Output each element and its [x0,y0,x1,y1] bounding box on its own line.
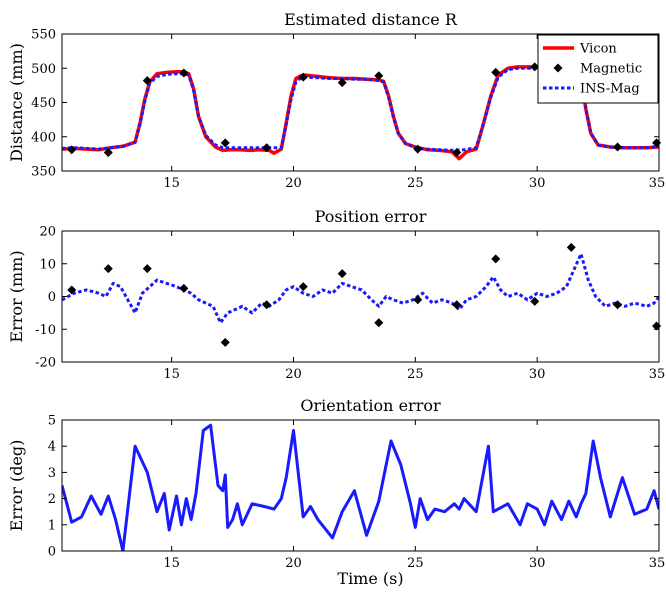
y-tick-label-1-2: 0 [48,290,56,305]
data-marker-0-6 [298,72,308,82]
data-marker-0-14 [613,142,623,152]
data-marker-0-8 [374,71,384,81]
x-tick-label-2-0: 15 [163,556,180,571]
data-marker-0-10 [452,148,462,158]
x-tick-label-1-3: 30 [529,367,546,382]
x-tick-label-1-1: 20 [285,367,302,382]
data-marker-0-11 [491,67,501,77]
plot-frame-2 [61,419,660,552]
data-marker-1-10 [452,300,462,310]
x-tick-label-2-4: 35 [649,556,666,571]
y-tick-label-0-1: 400 [31,130,56,145]
y-tick-label-1-3: 10 [39,257,56,272]
data-marker-1-3 [179,283,189,293]
y-tick-label-2-5: 5 [48,414,56,429]
data-marker-1-1 [103,264,113,274]
y-tick-label-2-2: 2 [48,492,56,507]
data-marker-1-13 [566,242,576,252]
x-tick-label-0-2: 25 [407,176,424,191]
series-line-1-0 [62,252,659,325]
panel-title-0: Estimated distance R [284,10,458,29]
panel-title-1: Position error [315,207,427,226]
data-marker-1-8 [374,318,384,328]
y-tick-label-0-0: 350 [31,165,56,180]
data-marker-1-9 [413,295,423,305]
x-tick-label-0-4: 35 [649,176,666,191]
x-axis-label-2: Time (s) [337,569,403,588]
data-marker-1-4 [220,337,230,347]
data-marker-1-5 [262,300,272,310]
y-tick-label-2-0: 0 [48,545,56,560]
y-tick-label-1-0: -20 [35,356,56,371]
data-marker-1-7 [337,269,347,279]
x-tick-label-1-2: 25 [407,367,424,382]
y-tick-label-2-1: 1 [48,518,56,533]
x-tick-label-1-0: 15 [163,367,180,382]
x-tick-label-1-4: 35 [649,367,666,382]
data-marker-1-12 [530,296,540,306]
y-tick-label-1-4: 20 [39,225,56,240]
data-marker-0-2 [142,76,152,86]
data-marker-0-9 [413,144,423,154]
data-marker-0-0 [67,145,77,155]
data-marker-0-12 [530,62,540,72]
y-tick-label-2-4: 4 [48,440,56,455]
legend-label-1: Magnetic [580,62,642,77]
data-marker-0-7 [337,78,347,88]
plot-frame-1 [61,230,660,363]
data-marker-1-11 [491,254,501,264]
y-tick-label-1-1: -10 [35,323,56,338]
legend-label-0: Vicon [579,42,617,57]
y-tick-label-0-4: 550 [31,28,56,43]
data-marker-0-3 [179,68,189,78]
y-tick-label-0-2: 450 [31,96,56,111]
x-tick-label-2-2: 25 [407,556,424,571]
data-marker-0-5 [262,143,272,153]
y-axis-label-2: Error (deg) [7,440,26,532]
panel-title-2: Orientation error [300,396,441,415]
data-marker-0-4 [220,138,230,148]
legend-label-2: INS-Mag [580,82,640,97]
series-line-2-0 [62,423,659,551]
data-marker-1-2 [142,264,152,274]
y-axis-label-1: Error (mm) [7,250,26,342]
x-tick-label-0-3: 30 [529,176,546,191]
data-marker-1-0 [67,285,77,295]
y-tick-label-0-3: 500 [31,62,56,77]
y-axis-label-0: Distance (mm) [7,43,26,162]
x-tick-label-2-3: 30 [529,556,546,571]
series-line-0-2 [62,66,659,152]
y-tick-label-2-3: 3 [48,466,56,481]
legend-swatch-1 [553,63,563,73]
data-marker-0-1 [103,148,113,158]
x-tick-label-0-0: 15 [163,176,180,191]
x-tick-label-0-1: 20 [285,176,302,191]
data-marker-1-6 [298,282,308,292]
data-marker-1-14 [613,300,623,310]
x-tick-label-2-1: 20 [285,556,302,571]
